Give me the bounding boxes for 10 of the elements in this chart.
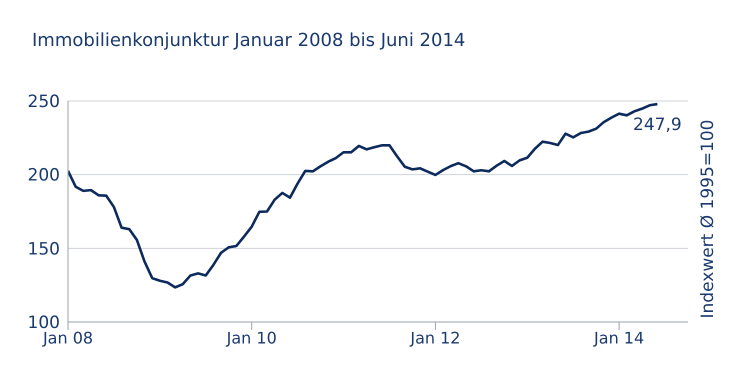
y-tick-label: 250	[28, 92, 60, 112]
chart-title: Immobilienkonjunktur Januar 2008 bis Juni 2014	[31, 29, 466, 53]
x-tick-label: Jan 14	[593, 328, 644, 348]
y-tick-label: 200	[28, 166, 60, 186]
y-axis-title: Indexwert Ø 1995=100	[698, 120, 718, 318]
x-tick-label: Jan 08	[42, 328, 94, 348]
annotation: 247,9	[633, 115, 682, 136]
y-tick-label: 150	[28, 239, 60, 260]
x-tick-label: Jan 10	[226, 328, 277, 348]
x-tick-label: Jan 12	[409, 328, 460, 348]
